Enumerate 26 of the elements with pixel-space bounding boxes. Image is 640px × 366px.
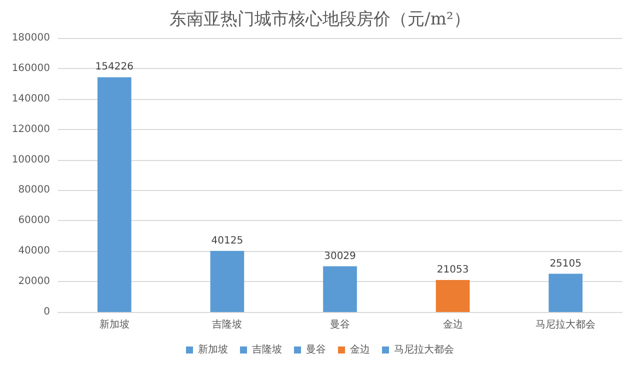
data-label: 154226 xyxy=(95,62,134,73)
chart-title: 东南亚热门城市核心地段房价（元/m²） xyxy=(170,10,470,30)
y-tick-label: 0 xyxy=(44,306,50,318)
y-tick-label: 40000 xyxy=(18,246,50,257)
x-tick-label: 马尼拉大都会 xyxy=(536,318,596,330)
legend-label: 曼谷 xyxy=(306,344,326,356)
y-tick-label: 60000 xyxy=(18,215,50,226)
legend-label: 吉隆坡 xyxy=(252,344,282,356)
y-tick-label: 180000 xyxy=(12,32,50,44)
data-label: 40125 xyxy=(211,235,244,246)
y-tick-label: 100000 xyxy=(12,154,50,166)
legend-label: 新加坡 xyxy=(198,344,228,356)
y-tick-label: 120000 xyxy=(12,124,50,135)
x-tick-label: 曼谷 xyxy=(330,318,350,330)
data-label: 25105 xyxy=(550,258,582,270)
legend-label: 马尼拉大都会 xyxy=(394,344,454,356)
x-tick-label: 金边 xyxy=(442,318,463,330)
x-tick-label: 新加坡 xyxy=(99,318,130,330)
x-tick-label: 吉隆坡 xyxy=(212,318,242,330)
data-label: 30029 xyxy=(324,250,356,262)
y-tick-label: 20000 xyxy=(18,276,50,288)
legend-label: 金边 xyxy=(350,344,370,356)
data-label: 21053 xyxy=(436,264,469,276)
y-tick-label: 80000 xyxy=(18,184,50,196)
y-tick-label: 160000 xyxy=(12,62,50,74)
y-tick-label: 140000 xyxy=(12,93,50,104)
